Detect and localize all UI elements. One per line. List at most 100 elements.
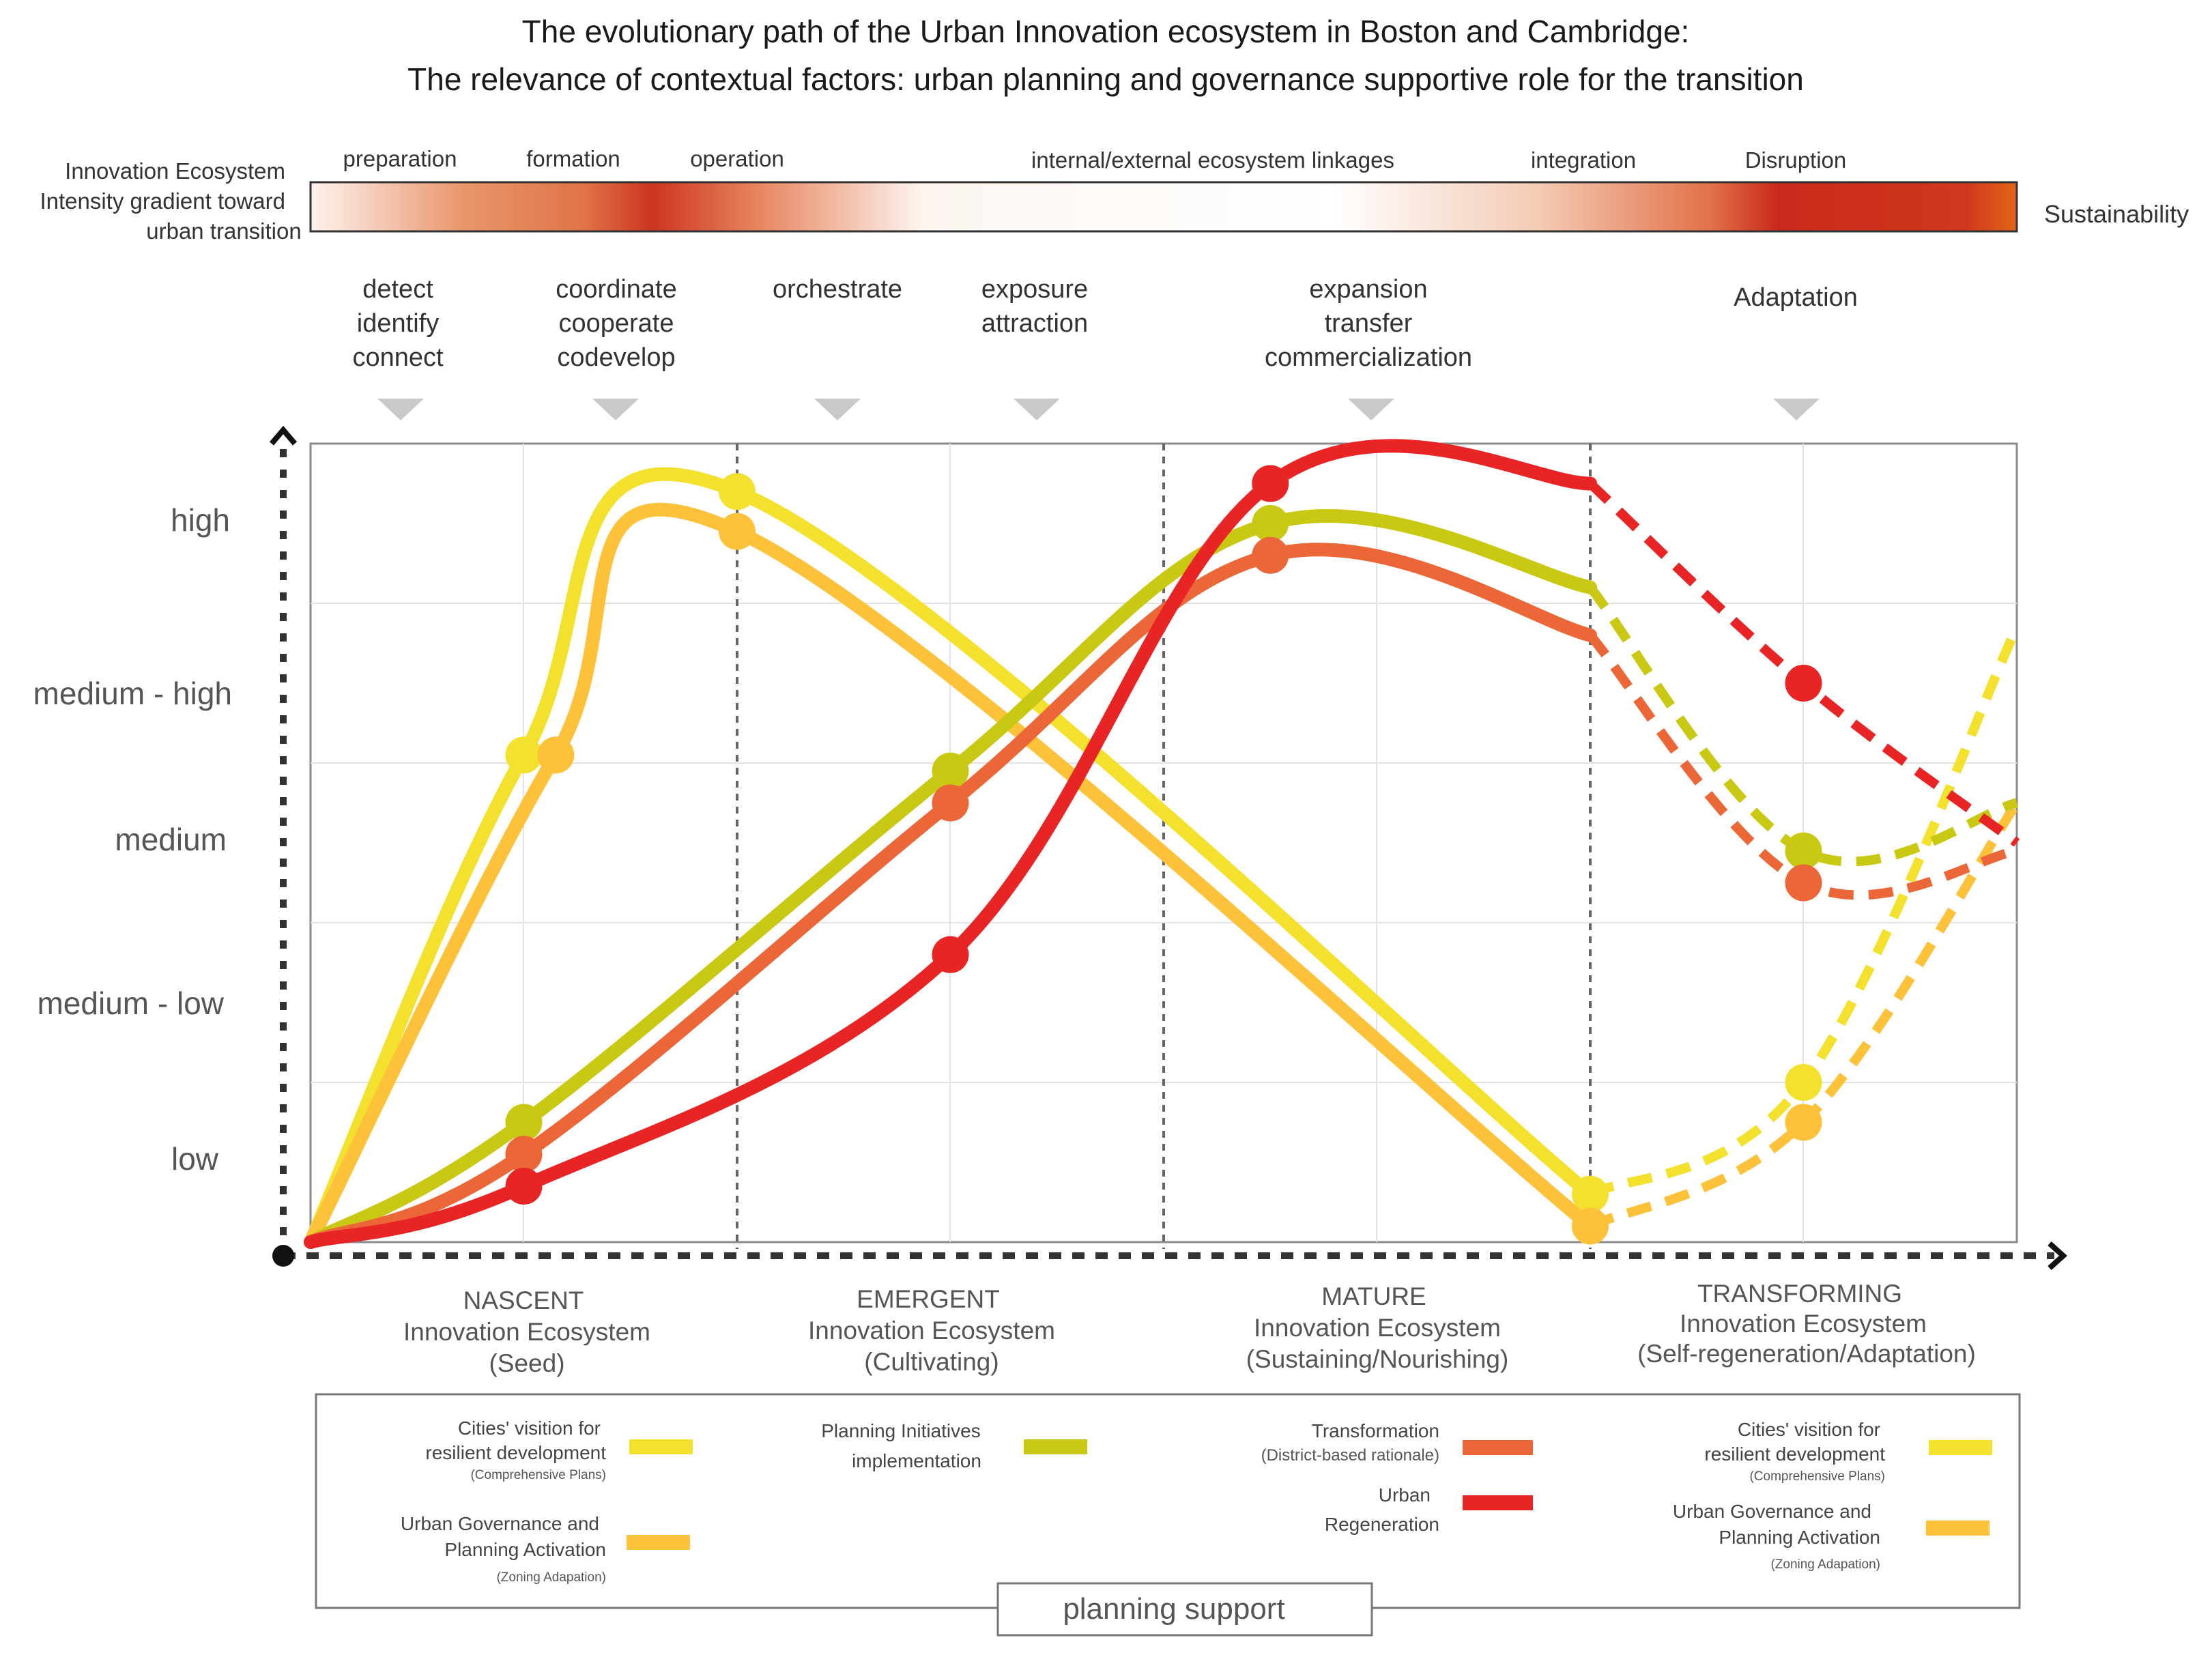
legend-3-swatch xyxy=(1024,1439,1087,1454)
action-4-line-1: exposure xyxy=(981,275,1088,304)
intensity-label-2: Intensity gradient toward xyxy=(40,188,285,214)
stage-label-linkages: internal/external ecosystem linkages xyxy=(1031,147,1394,173)
legend-6-line-1: Cities' visition for xyxy=(1738,1419,1880,1440)
legend-5-swatch xyxy=(1463,1495,1533,1510)
action-labels: detect identify connect coordinate coope… xyxy=(352,275,1858,420)
x-axis-arrow-icon xyxy=(2048,1241,2067,1270)
action-3-line-1: orchestrate xyxy=(773,275,902,304)
legend-box xyxy=(315,1393,2021,1609)
action-5-line-3: commercialization xyxy=(1265,343,1472,372)
y-label-high: high xyxy=(171,502,230,538)
action-6-line-1: Adaptation xyxy=(1734,283,1858,312)
y-label-medium-high: medium - high xyxy=(33,676,232,711)
legend-4-note: (District-based rationale) xyxy=(1261,1446,1439,1465)
action-5-line-2: transfer xyxy=(1325,309,1413,338)
series-5-point-4 xyxy=(1785,665,1822,702)
series-3-point-4 xyxy=(1785,832,1822,869)
stage-label-operation: operation xyxy=(690,146,784,171)
action-1-line-2: identify xyxy=(357,309,439,338)
action-1-line-1: detect xyxy=(362,275,433,304)
series-5-solid-line xyxy=(304,439,1597,1249)
series-2-point-1 xyxy=(537,736,575,774)
legend-3-line-1: Planning Initiatives xyxy=(821,1420,980,1441)
phase-1-line-2: Innovation Ecosystem xyxy=(403,1318,650,1346)
series-layer xyxy=(304,439,2022,1249)
legend-7-note: (Zoning Adapation) xyxy=(1770,1557,1880,1572)
action-5-line-1: expansion xyxy=(1309,275,1427,304)
legend-2-line-1: Urban Governance and xyxy=(401,1513,599,1534)
legend-item-cities-vision: Cities' visition for resilient developme… xyxy=(425,1417,693,1482)
pointer-triangle-1 xyxy=(377,399,424,420)
legend-1-line-1: Cities' visition for xyxy=(458,1417,601,1439)
y-label-medium: medium xyxy=(115,822,227,857)
phase-3-line-3: (Sustaining/Nourishing) xyxy=(1246,1345,1509,1373)
series-1 xyxy=(304,467,2022,1249)
pointer-triangle-4 xyxy=(1014,399,1060,420)
legend-2-note: (Zoning Adapation) xyxy=(496,1570,606,1585)
legend-6-line-2: resilient development xyxy=(1704,1443,1885,1465)
stage-label-integration: integration xyxy=(1531,147,1636,173)
legend-5-line-1: Urban xyxy=(1379,1484,1431,1506)
stage-label-preparation: preparation xyxy=(343,146,457,171)
legend-item-urban-governance: Urban Governance and Planning Activation… xyxy=(401,1513,690,1585)
legend-1-note: (Comprehensive Plans) xyxy=(470,1468,606,1482)
series-1-point-2 xyxy=(719,473,756,510)
action-2-line-3: codevelop xyxy=(557,343,675,372)
series-3-point-1 xyxy=(505,1104,543,1141)
stage-label-formation: formation xyxy=(526,146,620,171)
series-4-point-3 xyxy=(1252,536,1289,574)
phase-4-line-2: Innovation Ecosystem xyxy=(1680,1310,1927,1338)
planning-support-box xyxy=(996,1582,1373,1637)
series-5-point-2 xyxy=(932,936,969,973)
intensity-label-3: urban transition xyxy=(146,218,301,244)
series-5 xyxy=(304,439,2020,1249)
phase-4-line-3: (Self-regeneration/Adaptation) xyxy=(1637,1340,1976,1368)
legend-2-swatch xyxy=(627,1535,690,1550)
legend-2-line-2: Planning Activation xyxy=(444,1539,606,1560)
phase-2-line-3: (Cultivating) xyxy=(864,1348,999,1376)
y-label-medium-low: medium - low xyxy=(37,985,224,1021)
legend-7-line-2: Planning Activation xyxy=(1719,1527,1880,1548)
pointer-triangle-5 xyxy=(1348,399,1394,420)
pointer-triangle-2 xyxy=(592,399,639,420)
series-4 xyxy=(304,536,2018,1249)
axes xyxy=(269,425,2067,1270)
series-4-point-2 xyxy=(932,784,969,822)
legend-item-urban-governance-2: Urban Governance and Planning Activation… xyxy=(1673,1501,1990,1572)
pointer-triangle-3 xyxy=(814,399,861,420)
title-line-2: The relevance of contextual factors: urb… xyxy=(407,61,1804,97)
series-2-point-3 xyxy=(1572,1207,1609,1245)
y-label-low: low xyxy=(171,1141,219,1177)
series-5-point-1 xyxy=(505,1168,543,1205)
legend-7-line-1: Urban Governance and xyxy=(1673,1501,1871,1522)
series-1-solid-line xyxy=(304,467,1597,1249)
phase-3-line-2: Innovation Ecosystem xyxy=(1254,1314,1501,1342)
action-2-line-2: cooperate xyxy=(558,309,674,338)
phase-2-line-2: Innovation Ecosystem xyxy=(808,1316,1055,1344)
series-2-point-4 xyxy=(1785,1104,1822,1141)
series-4-point-4 xyxy=(1785,864,1822,902)
legend-6-note: (Comprehensive Plans) xyxy=(1749,1469,1885,1484)
series-3 xyxy=(304,505,2018,1249)
intensity-gradient-bar xyxy=(309,181,2018,233)
legend-6-swatch xyxy=(1929,1440,1992,1455)
action-1-line-3: connect xyxy=(352,343,444,372)
legend-item-transformation: Transformation (District-based rationale… xyxy=(1261,1420,1533,1465)
sustainability-label: Sustainability xyxy=(2044,200,2189,228)
legend-5-line-2: Regeneration xyxy=(1325,1514,1439,1535)
legend: Cities' visition for resilient developme… xyxy=(315,1393,2021,1637)
axis-origin-dot xyxy=(272,1245,294,1267)
y-axis-arrow-icon xyxy=(269,425,298,446)
legend-4-swatch xyxy=(1463,1440,1533,1455)
phase-1-line-3: (Seed) xyxy=(489,1349,564,1377)
phase-3-name: MATURE xyxy=(1321,1282,1426,1310)
legend-item-cities-vision-2: Cities' visition for resilient developme… xyxy=(1704,1419,1992,1484)
phase-labels: NASCENT Innovation Ecosystem (Seed) EMER… xyxy=(403,1280,1976,1377)
legend-1-line-2: resilient development xyxy=(425,1442,606,1463)
phase-1-name: NASCENT xyxy=(463,1286,584,1314)
legend-3-line-2: implementation xyxy=(852,1450,981,1471)
series-3-point-3 xyxy=(1252,505,1289,542)
intensity-bar: Innovation Ecosystem Intensity gradient … xyxy=(40,146,2189,244)
series-5-point-3 xyxy=(1252,465,1289,502)
